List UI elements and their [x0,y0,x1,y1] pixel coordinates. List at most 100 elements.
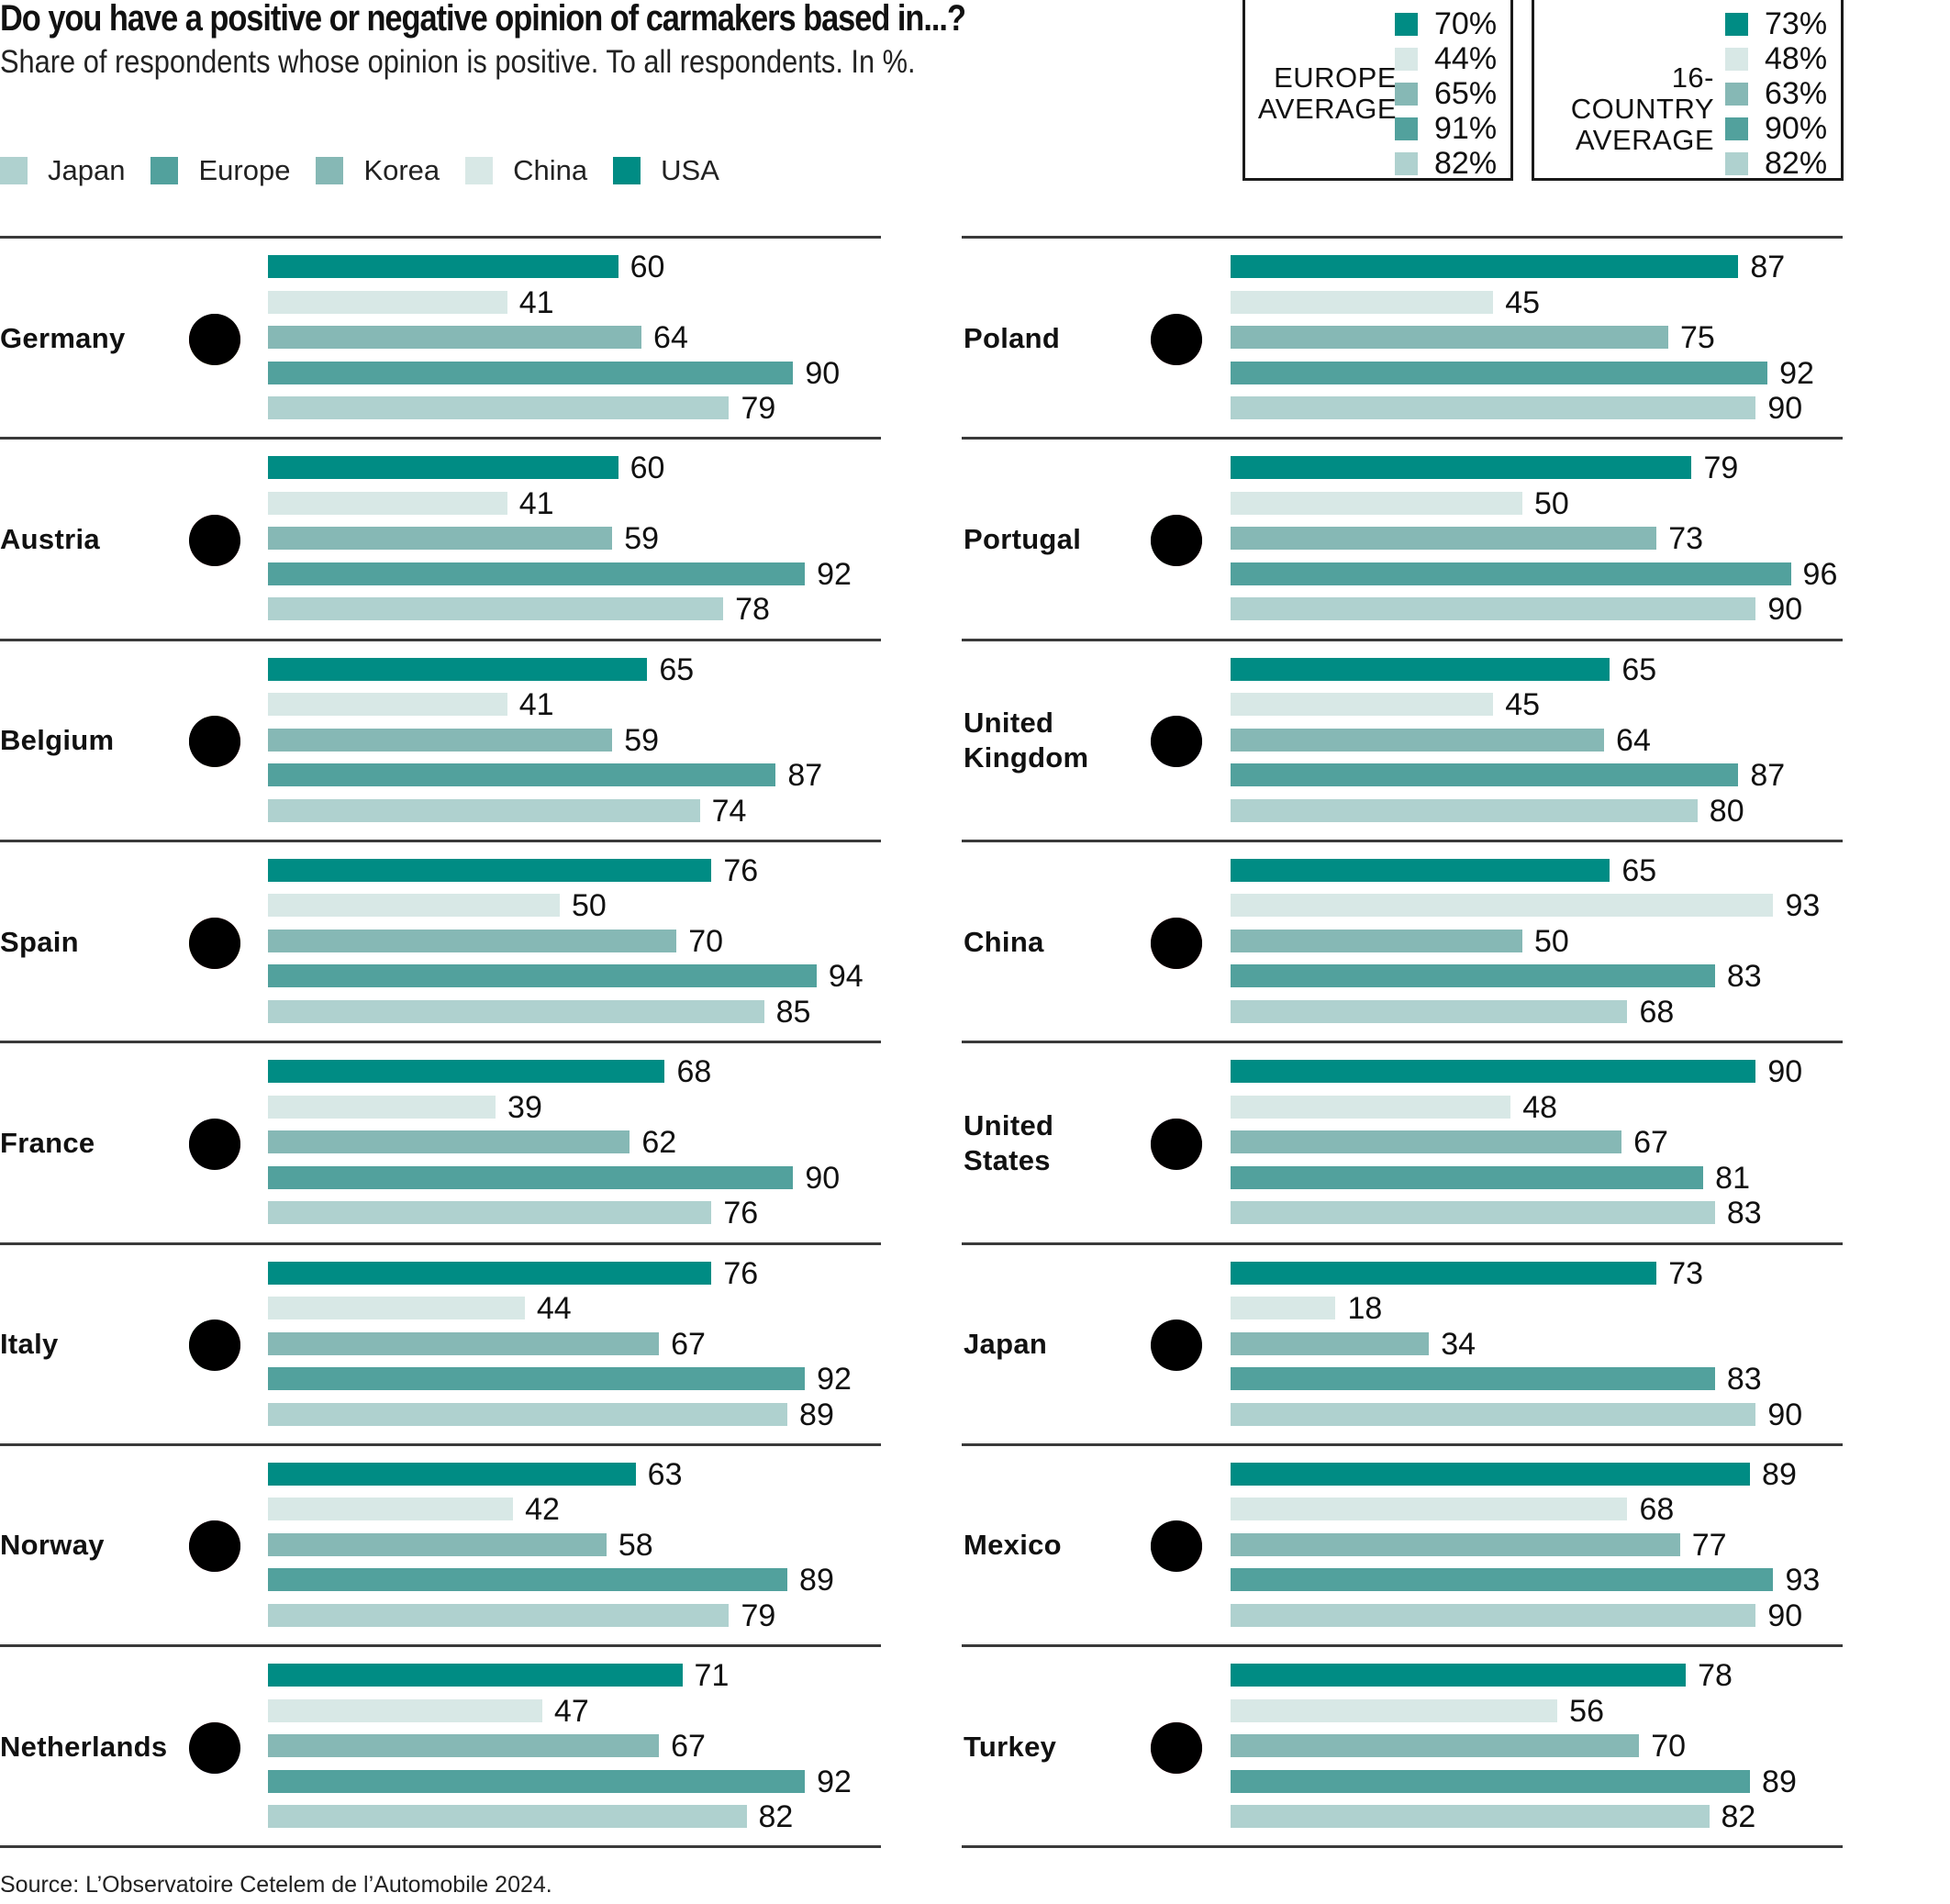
flag-japan-icon [1150,1319,1203,1372]
bar-mexico-europe [1231,1568,1774,1592]
avg-swatch-china [1725,47,1748,71]
value-label-italy-japan: 89 [799,1397,834,1432]
value-label-portugal-korea: 73 [1668,521,1704,557]
bar-portugal-japan [1231,597,1756,621]
europe-average-japan: 82% [1395,145,1498,181]
value-label-spain-japan: 85 [775,994,811,1030]
bar-france-usa [268,1060,665,1084]
flag-austria-icon [188,514,241,567]
bar-united-states-usa [1231,1060,1756,1084]
bar-portugal-europe [1231,562,1791,585]
europe-average-value-japan: 82% [1434,145,1498,181]
country-label-line: Mexico [964,1529,1062,1562]
country-label-austria: Austria [0,522,100,557]
value-label-spain-europe: 94 [828,959,864,995]
flag-portugal-icon [1150,514,1203,567]
row-divider [962,1845,1843,1849]
value-label-belgium-china: 41 [518,687,554,723]
bar-portugal-korea [1231,527,1657,551]
value-label-united-kingdom-korea: 64 [1616,722,1651,758]
bar-norway-europe [268,1568,788,1592]
value-label-japan-korea: 34 [1441,1326,1476,1362]
country-label-line: Italy [0,1328,59,1361]
bar-germany-usa [268,255,618,278]
europe-average-value-china: 44% [1434,40,1498,76]
europe-average-value-korea: 65% [1434,75,1498,111]
legend-swatch-japan [0,157,28,184]
country-label-line: States [964,1143,1051,1176]
country-label-line: United [964,707,1054,740]
sixteen-country-average-title-line2: AVERAGE [1575,124,1714,156]
value-label-netherlands-europe: 92 [817,1764,852,1799]
value-label-netherlands-china: 47 [553,1693,589,1729]
country-label-line: Kingdom [964,741,1089,774]
value-label-germany-korea: 64 [653,320,688,355]
bar-mexico-japan [1231,1603,1756,1627]
row-divider [0,236,881,239]
value-label-poland-korea: 75 [1680,320,1715,355]
country-label-portugal: Portugal [964,522,1081,557]
value-label-spain-korea: 70 [688,923,724,959]
value-label-austria-europe: 92 [817,556,852,592]
value-label-norway-usa: 63 [647,1456,683,1492]
value-label-china-japan: 68 [1639,994,1675,1030]
legend-swatch-europe [150,157,179,184]
europe-average-europe: 91% [1395,111,1497,146]
value-label-poland-china: 45 [1505,284,1541,320]
bar-poland-usa [1231,255,1739,278]
country-label-line: Netherlands [0,1730,168,1763]
value-label-mexico-japan: 90 [1767,1598,1803,1633]
value-label-portugal-china: 50 [1534,485,1569,521]
country-label-norway: Norway [0,1528,105,1563]
value-label-italy-europe: 92 [817,1362,852,1397]
value-label-germany-europe: 90 [805,355,841,391]
value-label-turkey-korea: 70 [1651,1729,1687,1765]
value-label-united-states-china: 48 [1522,1089,1558,1125]
country-label-line: United [964,1108,1054,1141]
legend-swatch-china [465,157,494,184]
value-label-mexico-usa: 89 [1762,1456,1797,1492]
legend-label-korea: Korea [363,154,440,186]
bar-united-states-korea [1231,1130,1622,1154]
legend-item-china: China [465,154,587,187]
row-divider [0,1442,881,1446]
flag-belgium-icon [188,715,241,768]
value-label-japan-usa: 73 [1668,1255,1704,1291]
row-divider [0,638,881,641]
value-label-belgium-usa: 65 [659,651,695,687]
value-label-france-usa: 68 [676,1054,712,1090]
value-label-china-china: 93 [1785,888,1821,924]
bar-turkey-usa [1231,1664,1687,1687]
country-label-line: France [0,1126,95,1159]
value-label-japan-china: 18 [1347,1291,1383,1326]
value-label-germany-japan: 79 [741,391,776,426]
bar-belgium-usa [268,657,648,681]
bar-poland-korea [1231,326,1668,349]
bar-netherlands-china [268,1698,542,1722]
value-label-norway-japan: 79 [741,1598,776,1633]
country-label-belgium: Belgium [0,723,114,758]
flag-france-icon [188,1118,241,1171]
row-divider [962,236,1843,239]
value-label-austria-korea: 59 [624,521,660,557]
value-label-united-states-usa: 90 [1767,1054,1803,1090]
bar-poland-japan [1231,396,1756,419]
bar-mexico-usa [1231,1462,1751,1486]
row-divider [962,638,1843,641]
bar-united-kingdom-japan [1231,798,1698,822]
sixteen-country-average-europe: 90% [1725,111,1827,146]
sixteen-country-average-title: 16-COUNTRY AVERAGE [1534,62,1714,156]
bar-mexico-korea [1231,1532,1680,1556]
country-label-turkey: Turkey [964,1730,1056,1765]
country-label-united-states: United States [964,1108,1053,1178]
bar-france-japan [268,1201,712,1225]
value-label-united-kingdom-japan: 80 [1709,793,1744,829]
bar-norway-korea [268,1532,607,1556]
country-label-france: France [0,1126,95,1161]
bar-japan-europe [1231,1367,1715,1390]
bar-norway-china [268,1498,514,1521]
bar-netherlands-usa [268,1664,683,1687]
country-label-germany: Germany [0,321,126,356]
value-label-norway-korea: 58 [618,1527,653,1563]
bar-netherlands-europe [268,1769,806,1793]
